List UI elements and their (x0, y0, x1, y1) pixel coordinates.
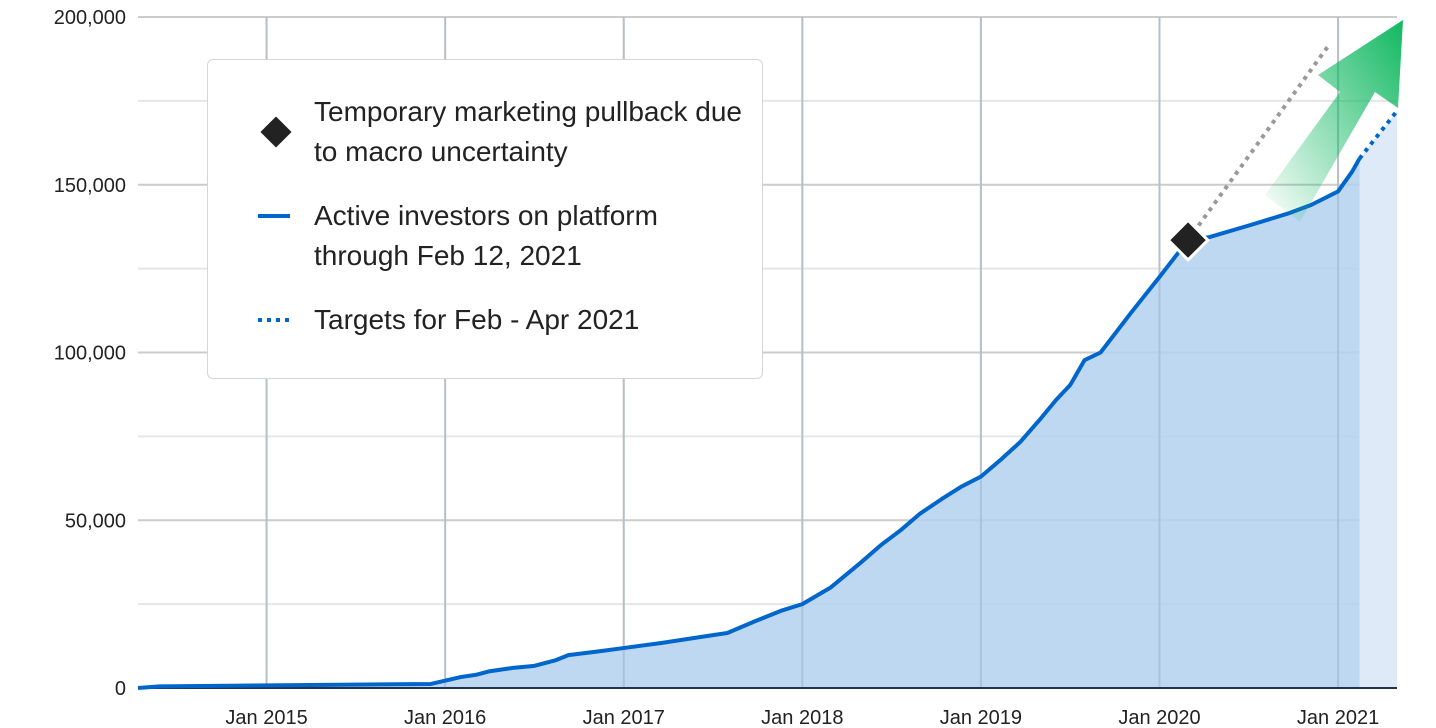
active-investors-area (138, 158, 1360, 688)
growth-arrow-icon (1265, 20, 1403, 222)
y-tick-label: 0 (115, 678, 126, 700)
x-tick-label: Jan 2018 (761, 707, 843, 728)
y-tick-label: 50,000 (65, 510, 126, 532)
legend-item-targets: Targets for Feb - Apr 2021 (314, 304, 640, 335)
x-tick-label: Jan 2015 (225, 707, 307, 728)
x-tick-label: Jan 2021 (1297, 707, 1379, 728)
y-tick-label: 150,000 (54, 175, 126, 197)
legend-solid-line-icon (258, 214, 290, 218)
y-tick-label: 200,000 (54, 7, 126, 29)
axis-ticks: 0 50,000 100,000 150,000 200,000 Jan 2015 Jan … (54, 7, 1380, 728)
x-tick-label: Jan 2016 (404, 707, 486, 728)
y-tick-label: 100,000 (54, 343, 126, 365)
legend-item-pullback: Temporary marketing pullback due to macr… (314, 96, 742, 167)
target-area (1359, 110, 1397, 688)
legend-item-active-investors: Active investors on platform through Feb… (314, 200, 658, 271)
pullback-diamond-marker (1166, 218, 1210, 263)
legend-diamond-icon (260, 116, 292, 148)
x-tick-label: Jan 2019 (940, 707, 1022, 728)
x-tick-label: Jan 2020 (1118, 707, 1200, 728)
x-tick-label: Jan 2017 (583, 707, 665, 728)
targets-line (1357, 109, 1399, 160)
legend: Temporary marketing pullback due to macr… (207, 59, 763, 379)
legend-dotted-line-icon (258, 318, 290, 322)
pre-pullback-trajectory-line (1186, 46, 1329, 242)
